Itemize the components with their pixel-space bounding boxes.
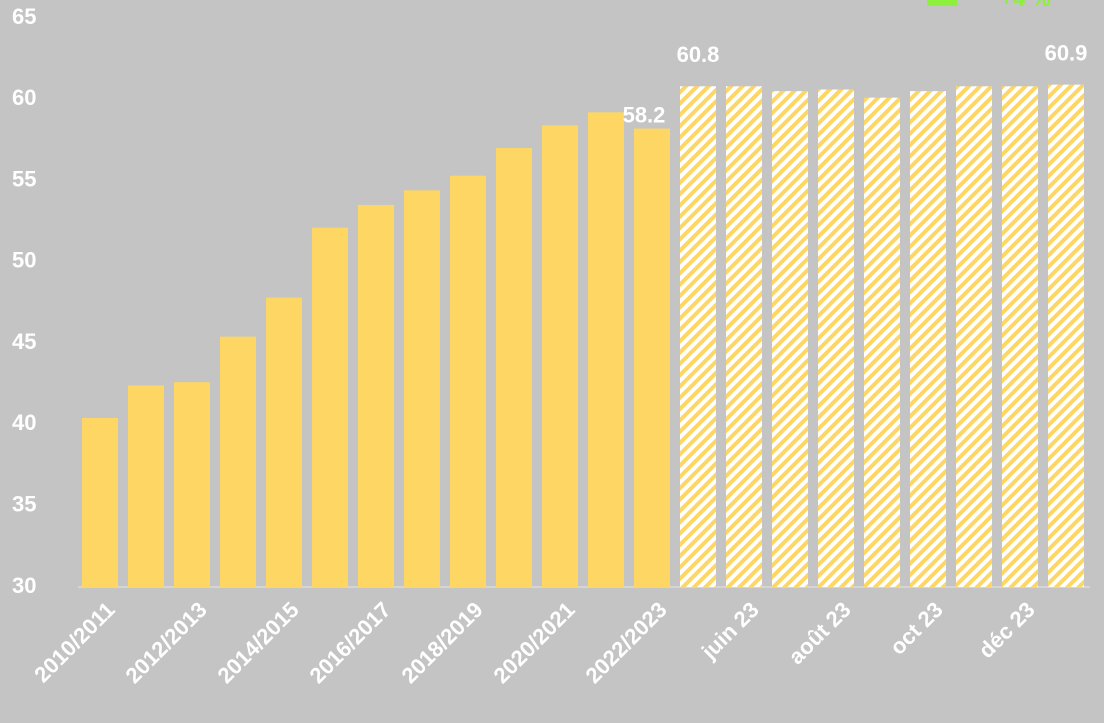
annotation: +4 % bbox=[1000, 0, 1051, 11]
y-tick-label: 45 bbox=[12, 329, 36, 354]
bar bbox=[220, 336, 256, 587]
bar bbox=[772, 91, 808, 588]
bar bbox=[634, 128, 670, 587]
bar bbox=[910, 91, 946, 588]
bar bbox=[312, 227, 348, 587]
value-label: 60.9 bbox=[1045, 40, 1088, 65]
bar bbox=[496, 148, 532, 588]
bar bbox=[680, 86, 716, 587]
annotation-marker bbox=[927, 0, 957, 6]
bar bbox=[82, 417, 118, 587]
y-tick-label: 65 bbox=[12, 4, 36, 29]
bar bbox=[726, 86, 762, 587]
y-tick-label: 40 bbox=[12, 410, 36, 435]
bar bbox=[818, 89, 854, 587]
y-tick-label: 35 bbox=[12, 492, 36, 517]
y-tick-label: 30 bbox=[12, 573, 36, 598]
y-tick-label: 55 bbox=[12, 166, 36, 191]
bar bbox=[588, 112, 624, 587]
value-label: 60.8 bbox=[677, 42, 720, 67]
bar bbox=[956, 86, 992, 587]
bar bbox=[450, 175, 486, 588]
bar bbox=[864, 97, 900, 587]
bar bbox=[174, 382, 210, 587]
bar bbox=[358, 204, 394, 587]
y-tick-label: 60 bbox=[12, 85, 36, 110]
bar bbox=[404, 190, 440, 587]
y-tick-label: 50 bbox=[12, 248, 36, 273]
bar bbox=[1048, 84, 1084, 587]
bar bbox=[266, 297, 302, 587]
bar bbox=[128, 385, 164, 587]
bar bbox=[1002, 86, 1038, 587]
bar bbox=[542, 125, 578, 587]
value-label: 58.2 bbox=[623, 102, 666, 127]
